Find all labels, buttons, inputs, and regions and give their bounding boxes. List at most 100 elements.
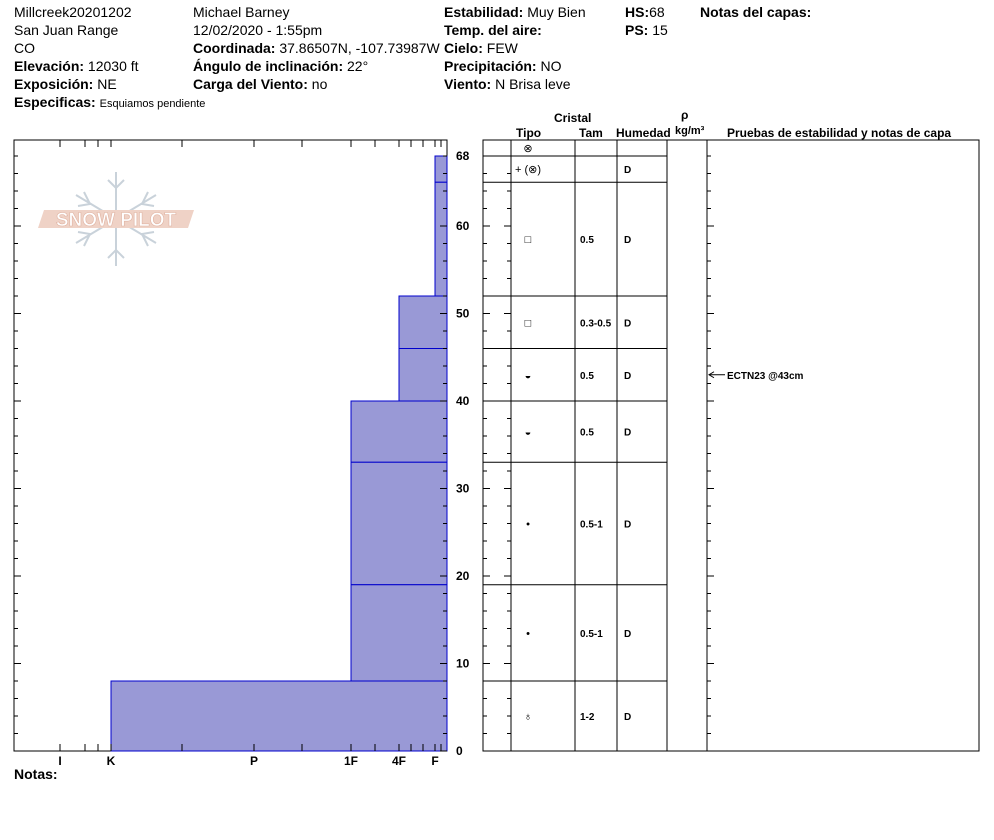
rho-header: ρ	[681, 108, 689, 122]
elevation: Elevación: 12030 ft	[14, 58, 139, 74]
sky: Cielo: FEW	[444, 40, 518, 56]
sky-value: FEW	[486, 40, 518, 56]
moisture: D	[624, 428, 631, 439]
specifics: Especificas: Esquiamos pendiente	[14, 94, 205, 112]
test-label: ECTN23 @43cm	[727, 371, 804, 382]
y-tick-label: 30	[456, 482, 470, 496]
stability-label: Estabilidad:	[444, 4, 524, 20]
y-tick-label: 20	[456, 569, 470, 583]
y-tick-label: 40	[456, 394, 470, 408]
range-name: San Juan Range	[14, 22, 119, 38]
coordinates: Coordinada: 37.86507N, -107.73987W	[193, 40, 440, 56]
hardness-bar	[350, 584, 448, 682]
x-tick-label: 1F	[344, 754, 358, 768]
aspect-value: NE	[97, 76, 117, 92]
moisture: D	[624, 629, 631, 640]
size-header: Tam	[579, 126, 603, 140]
wind-load-label: Carga del Viento:	[193, 76, 308, 92]
surface-grain-symbol: ⊗	[523, 143, 532, 155]
hs: HS:68	[625, 4, 665, 20]
air-temp-label: Temp. del aire:	[444, 22, 542, 38]
wind-load-value: no	[311, 76, 328, 92]
stability-value: Muy Bien	[527, 4, 586, 20]
grain-type: + (⊗)	[515, 164, 541, 176]
grain-type: □	[525, 317, 532, 329]
hardness-bar	[110, 680, 448, 752]
layer-notes-label: Notas del capas:	[700, 4, 812, 20]
slope-value: 22°	[347, 58, 369, 74]
x-tick-label: 4F	[392, 754, 406, 768]
crystal-header: Cristal	[554, 111, 592, 125]
coord-value: 37.86507N, -107.73987W	[279, 40, 440, 56]
hardness-bar	[398, 295, 448, 349]
wind: Viento: N Brisa leve	[444, 76, 571, 92]
hs-value: 68	[649, 4, 665, 20]
grain-type: •	[526, 519, 530, 531]
x-tick-label: I	[58, 754, 61, 768]
grain-size: 0.5	[580, 235, 594, 246]
x-tick-label: K	[107, 754, 116, 768]
layer-rows: ⊗ + (⊗) D □ 0.5 D □ 0.3-0.5 D ◒ 0.5 D ◒ 0.5 D • 0.5-1 D • 0…	[483, 143, 667, 723]
ps-label: PS:	[625, 22, 649, 38]
hardness-bar	[350, 400, 448, 463]
grain-size: 0.5-1	[580, 629, 603, 640]
hardness-bars	[110, 155, 448, 752]
layer-table	[482, 139, 980, 752]
x-tick-label: F	[431, 754, 438, 768]
ps-value: 15	[652, 22, 668, 38]
grain-type: ◒	[525, 427, 532, 439]
aspect-label: Exposición:	[14, 76, 94, 92]
notes-label: Notas:	[14, 766, 58, 782]
coord-label: Coordinada:	[193, 40, 276, 56]
hardness-bar	[350, 461, 448, 586]
tests-header: Pruebas de estabilidad y notas de capa	[727, 126, 952, 140]
specifics-value: Esquiamos pendiente	[99, 98, 206, 110]
hardness-bar	[398, 348, 448, 402]
moisture: D	[624, 235, 631, 246]
grain-size: 0.5	[580, 371, 594, 382]
wind-value: N Brisa leve	[495, 76, 571, 92]
layer-table-frame	[482, 139, 980, 752]
grain-size: 0.5	[580, 428, 594, 439]
grain-type: □	[525, 234, 532, 246]
specifics-label: Especificas:	[14, 94, 96, 110]
elevation-label: Elevación:	[14, 58, 85, 74]
wind-label: Viento:	[444, 76, 492, 92]
stability-tests: ECTN23 @43cm	[708, 371, 804, 382]
moisture: D	[624, 165, 631, 176]
ps: PS: 15	[625, 22, 668, 38]
type-header: Tipo	[516, 126, 542, 140]
slope-angle: Ángulo de inclinación: 22°	[193, 58, 368, 74]
grain-size: 0.3-0.5	[580, 318, 612, 329]
wind-load: Carga del Viento: no	[193, 76, 327, 92]
slope-label: Ángulo de inclinación:	[193, 58, 344, 74]
aspect: Exposición: NE	[14, 76, 117, 92]
y-tick-label: 60	[456, 219, 470, 233]
stability: Estabilidad: Muy Bien	[444, 4, 586, 20]
moisture: D	[624, 371, 631, 382]
grain-size: 1-2	[580, 712, 595, 723]
snowpilot-logo: SNOW PILOT	[38, 172, 194, 266]
datetime: 12/02/2020 - 1:55pm	[193, 22, 323, 38]
pit-name: Millcreek20201202	[14, 4, 132, 20]
grain-type: ♁	[524, 711, 532, 723]
precip-value: NO	[540, 58, 562, 74]
observer: Michael Barney	[193, 4, 290, 20]
grain-type: •	[526, 628, 530, 640]
hardness-axis: I K P 1F 4F F	[58, 140, 442, 768]
x-tick-label: P	[250, 754, 258, 768]
state-name: CO	[14, 40, 35, 56]
test-arrow-head	[708, 371, 715, 379]
logo-text: SNOW PILOT	[56, 210, 177, 231]
grain-size: 0.5-1	[580, 520, 603, 531]
precip-label: Precipitación:	[444, 58, 537, 74]
moisture: D	[624, 520, 631, 531]
y-tick-label: 68	[456, 149, 470, 163]
y-tick-label: 10	[456, 657, 470, 671]
sky-label: Cielo:	[444, 40, 483, 56]
hardness-bar	[434, 155, 448, 183]
moisture-header: Humedad	[616, 126, 671, 140]
depth-axis: 0 10 20 30 40 50 60 68	[14, 149, 714, 758]
y-tick-label: 50	[456, 307, 470, 321]
